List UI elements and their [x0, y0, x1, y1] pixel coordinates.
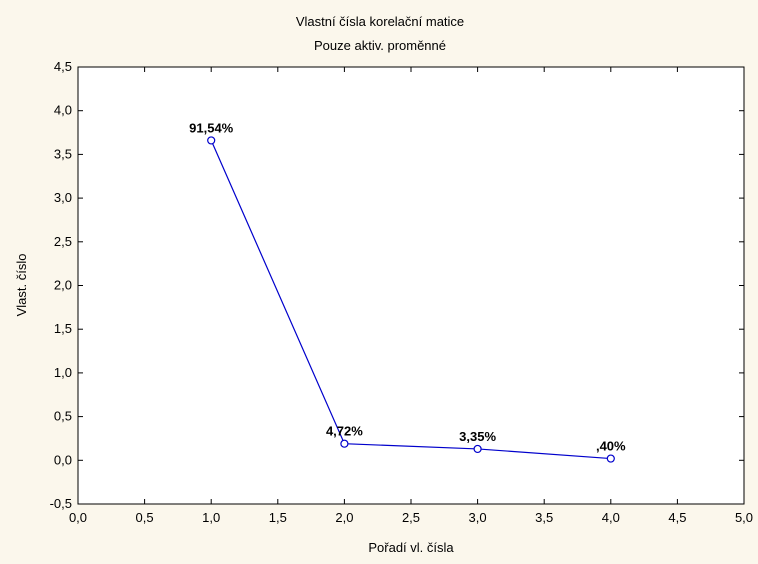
x-tick-label: 2,5 [402, 510, 420, 525]
data-label: 3,35% [459, 429, 496, 444]
x-tick-label: 4,5 [668, 510, 686, 525]
x-axis-label: Pořadí vl. čísla [368, 540, 454, 555]
x-tick-label: 4,0 [602, 510, 620, 525]
x-tick-label: 1,0 [202, 510, 220, 525]
chart-subtitle: Pouze aktiv. proměnné [314, 38, 446, 53]
y-tick-label: 2,0 [54, 278, 72, 293]
data-label: ,40% [596, 439, 626, 454]
x-tick-label: 3,0 [469, 510, 487, 525]
x-tick-label: 2,0 [335, 510, 353, 525]
y-tick-label: 3,5 [54, 146, 72, 161]
data-point [207, 136, 216, 145]
y-tick-label: -0,5 [50, 496, 72, 511]
y-axis-label: Vlast. číslo [14, 254, 29, 317]
y-tick-label: 1,0 [54, 365, 72, 380]
x-tick-label: 3,5 [535, 510, 553, 525]
data-label: 91,54% [189, 120, 234, 135]
series-line [210, 140, 611, 460]
y-tick-label: 4,5 [54, 59, 72, 74]
y-tick-label: 2,5 [54, 234, 72, 249]
x-tick-label: 0,0 [69, 510, 87, 525]
series-layer: 91,54% 4,72% 3,35% ,40% [189, 120, 626, 463]
chart-title: Vlastní čísla korelační matice [296, 14, 464, 29]
x-tick-label: 1,5 [269, 510, 287, 525]
y-tick-label: 1,5 [54, 321, 72, 336]
y-tick-label: 3,0 [54, 190, 72, 205]
x-tick-label: 5,0 [735, 510, 753, 525]
y-tick-label: 0,5 [54, 409, 72, 424]
plot-area [77, 66, 745, 505]
y-tick-label: 4,0 [54, 103, 72, 118]
data-point [606, 454, 615, 463]
data-point [340, 439, 349, 448]
x-axis: 0,0 0,5 1,0 1,5 2,0 2,5 3,0 3,5 4,0 4,5 5,0 [69, 67, 753, 525]
x-tick-label: 0,5 [136, 510, 154, 525]
data-point [473, 444, 482, 454]
data-label: 4,72% [326, 424, 363, 439]
y-tick-label: 0,0 [54, 452, 72, 467]
y-axis: -0,5 0,0 0,5 1,0 1,5 2,0 2,5 3,0 3,5 4,0 4,5 [50, 59, 744, 511]
